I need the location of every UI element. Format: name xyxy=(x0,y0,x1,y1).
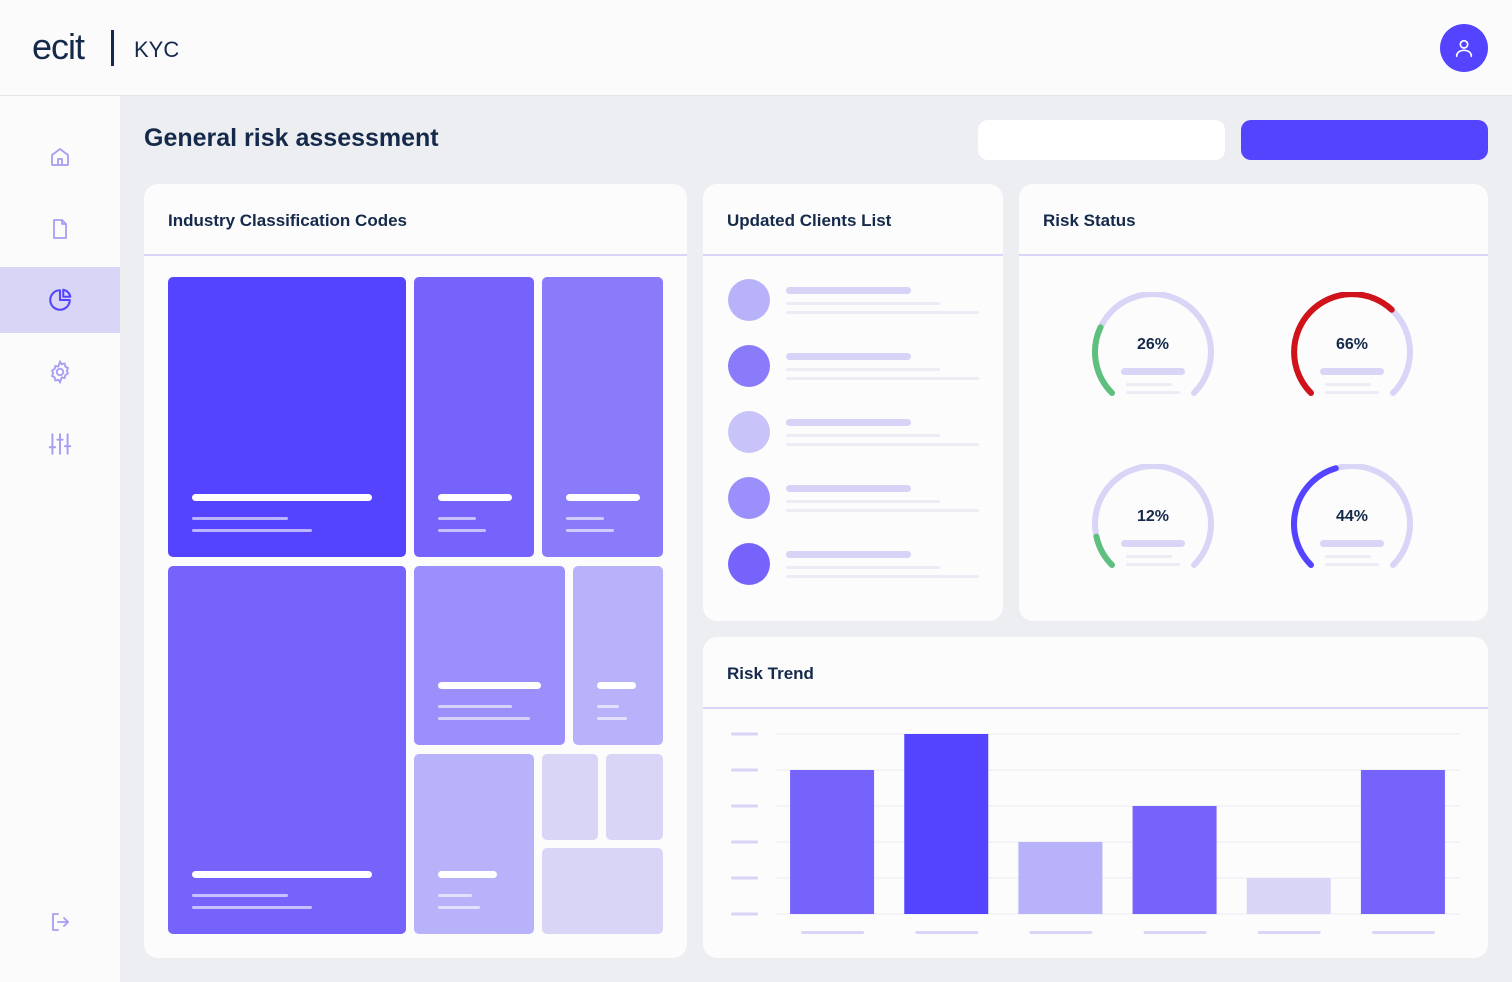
logout-icon xyxy=(52,913,69,931)
card-title: Risk Trend xyxy=(703,637,1488,709)
avatar xyxy=(728,279,770,321)
avatar xyxy=(728,345,770,387)
gauge-value: 44% xyxy=(1335,508,1369,525)
treemap-tile[interactable] xyxy=(414,277,534,557)
risk-status-card: Risk Status 26% 66% 12% 44% xyxy=(1019,184,1488,621)
user-avatar-button[interactable] xyxy=(1440,24,1488,72)
sidebar-item-reports[interactable] xyxy=(0,267,120,333)
gauge-value: 26% xyxy=(1136,336,1170,353)
sidebar-item-documents[interactable] xyxy=(0,196,120,262)
treemap-tile[interactable] xyxy=(542,848,663,934)
x-tick-label xyxy=(915,931,979,934)
gauge-fill xyxy=(1291,465,1339,569)
chart-bar[interactable] xyxy=(790,770,875,914)
gauge-value: 66% xyxy=(1335,336,1369,353)
avatar xyxy=(728,477,770,519)
treemap-tile[interactable] xyxy=(542,277,663,557)
y-tick-label xyxy=(731,768,758,772)
gear-icon xyxy=(50,359,70,385)
risk-gauge[interactable]: 44% xyxy=(1287,462,1417,584)
x-tick-label xyxy=(1143,931,1207,934)
chart-bar[interactable] xyxy=(904,734,989,914)
risk-trend-chart xyxy=(731,732,1460,934)
x-tick-label xyxy=(801,931,865,934)
home-icon xyxy=(51,148,69,166)
document-icon xyxy=(53,219,67,239)
treemap-tile[interactable] xyxy=(573,566,663,745)
card-title: Industry Classification Codes xyxy=(144,184,687,256)
sliders-icon xyxy=(48,433,72,455)
treemap-tile[interactable] xyxy=(414,754,534,934)
risk-gauge[interactable]: 26% xyxy=(1088,290,1218,412)
gauge-fill xyxy=(1092,324,1115,397)
treemap-tile[interactable] xyxy=(168,566,406,934)
avatar xyxy=(728,411,770,453)
treemap-tile[interactable] xyxy=(606,754,663,840)
treemap-tile[interactable] xyxy=(168,277,406,557)
top-bar: ecit KYC xyxy=(0,0,1512,96)
x-tick-label xyxy=(1257,931,1321,934)
gauge-caption-bar xyxy=(1121,540,1185,547)
gauge-track xyxy=(1092,462,1214,569)
logout-button[interactable] xyxy=(0,889,120,955)
gauge-value: 12% xyxy=(1136,508,1170,525)
primary-action-button[interactable] xyxy=(1241,120,1488,160)
pie-chart-icon xyxy=(49,288,72,311)
gauge-fill xyxy=(1291,291,1395,397)
page-title: General risk assessment xyxy=(144,124,439,152)
treemap-tile[interactable] xyxy=(414,566,565,745)
avatar xyxy=(728,543,770,585)
risk-gauge[interactable]: 66% xyxy=(1287,290,1417,412)
y-tick-label xyxy=(731,732,758,736)
risk-gauge[interactable]: 12% xyxy=(1088,462,1218,584)
gauge-caption-bar xyxy=(1121,368,1185,375)
treemap-tile[interactable] xyxy=(542,754,598,840)
card-title: Updated Clients List xyxy=(703,184,1003,256)
sidebar-item-home[interactable] xyxy=(0,124,120,190)
y-tick-label xyxy=(731,840,758,844)
clients-list-card: Updated Clients List xyxy=(703,184,1003,621)
chart-bar[interactable] xyxy=(1018,842,1103,914)
logo-divider xyxy=(111,30,114,66)
chart-bar[interactable] xyxy=(1246,878,1331,914)
industry-codes-card: Industry Classification Codes xyxy=(144,184,687,958)
sidebar xyxy=(0,96,120,982)
app-logo[interactable]: ecit xyxy=(32,26,85,67)
product-name: KYC xyxy=(134,37,180,62)
card-title: Risk Status xyxy=(1019,184,1488,256)
x-tick-label xyxy=(1371,931,1435,934)
risk-trend-card: Risk Trend xyxy=(703,637,1488,958)
sidebar-item-settings[interactable] xyxy=(0,339,120,405)
y-tick-label xyxy=(731,876,758,880)
y-tick-label xyxy=(731,804,758,808)
sidebar-item-filters[interactable] xyxy=(0,411,120,477)
user-icon xyxy=(1455,39,1473,58)
search-input[interactable] xyxy=(978,120,1225,160)
gauge-caption-bar xyxy=(1320,540,1384,547)
chart-bar[interactable] xyxy=(1360,770,1445,914)
gauge-caption-bar xyxy=(1320,368,1384,375)
y-tick-label xyxy=(731,912,758,916)
chart-bar[interactable] xyxy=(1132,806,1217,914)
gauge-fill xyxy=(1093,533,1115,569)
x-tick-label xyxy=(1029,931,1093,934)
